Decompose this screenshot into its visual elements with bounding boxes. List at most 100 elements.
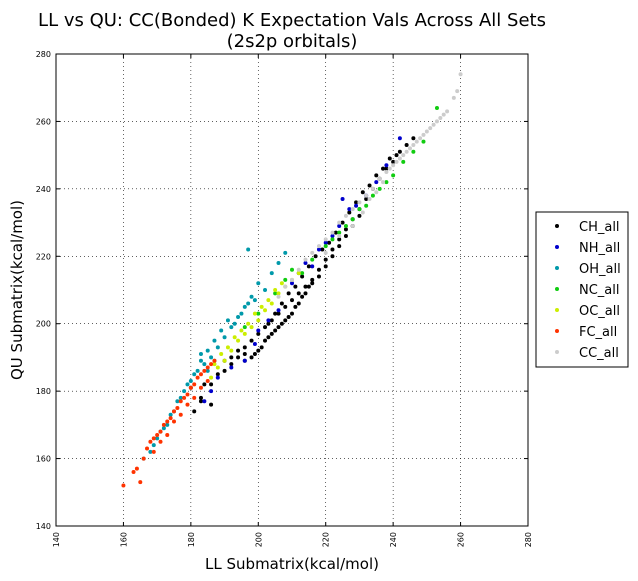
data-point	[236, 355, 241, 360]
data-point	[205, 379, 210, 384]
y-tick-label: 160	[36, 455, 51, 464]
data-point	[316, 274, 321, 279]
series-FC_all	[121, 358, 217, 488]
data-point	[350, 207, 355, 212]
data-point	[293, 284, 298, 289]
data-point	[276, 291, 281, 296]
data-point	[269, 301, 274, 306]
data-point	[131, 470, 136, 475]
data-point	[259, 304, 264, 309]
data-point	[165, 419, 170, 424]
data-point	[354, 200, 359, 205]
data-point	[266, 318, 271, 323]
legend-marker	[555, 308, 559, 312]
data-point	[421, 139, 426, 144]
data-point	[330, 247, 335, 252]
y-tick-label: 280	[36, 50, 51, 59]
data-point	[357, 213, 362, 218]
data-point	[401, 153, 406, 158]
data-point	[202, 368, 207, 373]
data-point	[343, 213, 348, 218]
data-point	[259, 345, 264, 350]
data-point	[175, 406, 180, 410]
data-point	[168, 416, 173, 421]
y-tick-label: 200	[36, 320, 51, 329]
y-tick-label: 140	[36, 522, 51, 531]
data-point	[158, 439, 163, 444]
data-point	[300, 274, 305, 279]
data-point	[279, 301, 284, 306]
legend-label: OC_all	[579, 304, 620, 319]
data-point	[198, 399, 203, 404]
data-point	[215, 375, 220, 380]
data-point	[246, 301, 251, 306]
data-point	[330, 234, 335, 239]
data-point	[263, 288, 268, 292]
data-point	[330, 230, 335, 235]
data-point	[134, 466, 139, 471]
data-point	[323, 264, 328, 269]
data-point	[155, 432, 160, 437]
data-point	[290, 311, 294, 316]
data-point	[343, 223, 348, 228]
x-tick-label: 140	[52, 532, 61, 547]
data-point	[374, 173, 379, 178]
data-point	[279, 321, 284, 326]
data-point	[404, 143, 409, 148]
data-point	[165, 422, 170, 427]
data-point	[168, 412, 173, 417]
data-point	[360, 210, 365, 215]
data-point	[229, 355, 234, 360]
data-points	[121, 72, 463, 488]
data-point	[360, 190, 365, 195]
x-tick-label: 200	[254, 532, 263, 547]
data-point	[296, 301, 301, 306]
data-point	[249, 294, 254, 299]
data-point	[381, 166, 386, 171]
y-tick-label: 260	[36, 117, 51, 126]
data-point	[381, 180, 386, 185]
data-point	[151, 443, 156, 448]
data-point	[303, 257, 308, 262]
data-point	[148, 439, 153, 444]
data-point	[225, 318, 230, 323]
data-point	[303, 291, 308, 296]
data-point	[266, 298, 271, 303]
data-point	[195, 375, 200, 380]
data-point	[256, 331, 261, 336]
data-point	[198, 395, 203, 400]
data-point	[256, 328, 261, 333]
data-point	[256, 281, 261, 286]
data-point	[229, 362, 234, 367]
grid	[56, 54, 528, 526]
x-tick-label: 220	[322, 532, 331, 547]
data-point	[222, 358, 227, 363]
plot-frame	[55, 53, 529, 527]
y-axis-label: QU Submatrix(kcal/mol)	[8, 200, 26, 380]
data-point	[283, 250, 288, 255]
data-point	[256, 311, 261, 316]
legend-label: CH_all	[579, 220, 620, 235]
data-point	[249, 355, 254, 360]
data-point	[394, 159, 399, 164]
data-point	[320, 247, 325, 252]
data-point	[364, 203, 369, 208]
data-point	[202, 382, 207, 387]
data-point	[333, 230, 338, 235]
data-point	[178, 395, 183, 400]
data-point	[198, 358, 203, 363]
data-point	[256, 348, 261, 353]
data-point	[408, 146, 412, 151]
data-point	[239, 311, 244, 316]
data-point	[276, 261, 281, 266]
data-point	[340, 220, 345, 225]
data-point	[252, 341, 257, 346]
data-point	[188, 379, 193, 384]
data-point	[121, 483, 126, 488]
x-tick-label: 260	[457, 532, 466, 547]
data-point	[310, 250, 315, 255]
data-point	[192, 395, 197, 400]
data-point	[276, 308, 281, 313]
data-point	[286, 291, 291, 296]
data-point	[303, 261, 308, 266]
